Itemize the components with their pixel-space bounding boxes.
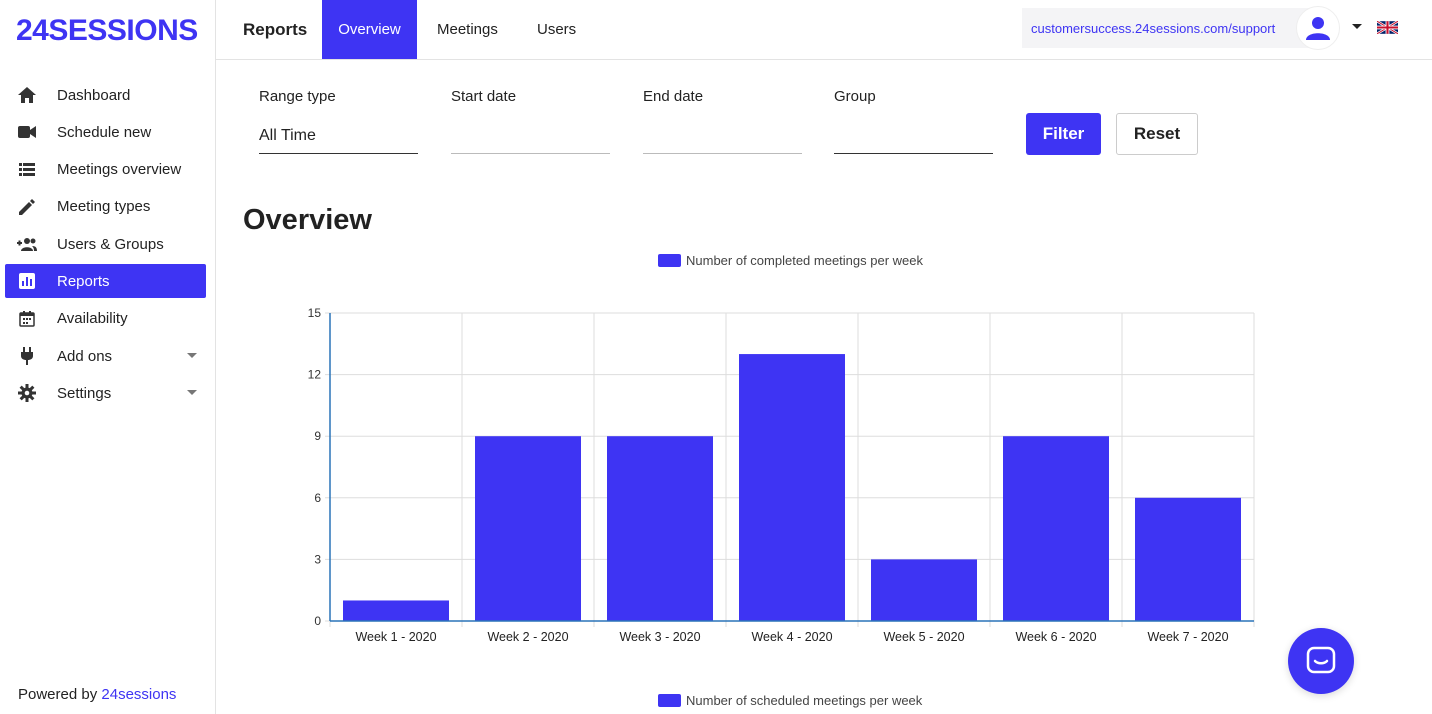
tab-overview[interactable]: Overview <box>322 0 417 59</box>
sidebar-item-label: Users & Groups <box>57 235 164 253</box>
top-bar: Reports Overview Meetings Users customer… <box>216 0 1432 60</box>
sidebar-item-label: Dashboard <box>57 86 131 104</box>
powered-by-prefix: Powered by <box>18 686 98 703</box>
bar-chart-icon <box>17 271 37 291</box>
sidebar-nav: Dashboard Schedule new Meetings overview… <box>5 78 206 414</box>
sidebar: 24SESSIONS Dashboard Schedule new Meetin… <box>0 0 216 714</box>
support-link[interactable]: customersuccess.24sessions.com/support <box>1022 8 1312 48</box>
legend-label: Number of completed meetings per week <box>686 252 924 268</box>
legend-label: Number of scheduled meetings per week <box>686 692 923 708</box>
range-type-label: Range type <box>259 88 336 105</box>
chat-icon <box>1306 646 1336 674</box>
bar <box>739 354 845 621</box>
video-camera-icon <box>17 122 37 142</box>
legend-swatch <box>658 253 681 267</box>
x-tick-label: Week 7 - 2020 <box>1147 630 1228 644</box>
powered-by-link[interactable]: 24sessions <box>101 686 177 703</box>
range-type-select[interactable] <box>259 118 418 154</box>
y-tick-label: 6 <box>314 491 321 505</box>
sidebar-item-label: Settings <box>57 384 112 402</box>
sidebar-item-label: Reports <box>57 272 110 290</box>
sidebar-item-label: Add ons <box>57 347 113 365</box>
chevron-down-icon[interactable] <box>187 353 197 359</box>
sidebar-item-label: Meeting types <box>57 198 151 216</box>
plug-icon <box>17 346 37 366</box>
list-icon <box>17 160 37 180</box>
bar <box>871 559 977 621</box>
x-tick-label: Week 5 - 2020 <box>883 630 964 644</box>
y-tick-label: 0 <box>314 614 321 628</box>
start-date-field[interactable] <box>451 118 610 154</box>
filter-button[interactable]: Filter <box>1026 113 1101 155</box>
add-user-group-icon <box>17 234 37 254</box>
app-logo[interactable]: 24SESSIONS <box>16 14 198 47</box>
group-label: Group <box>834 88 876 105</box>
reset-button[interactable]: Reset <box>1116 113 1198 155</box>
y-tick-label: 9 <box>314 429 321 443</box>
end-date-label: End date <box>643 88 704 105</box>
user-avatar[interactable] <box>1296 6 1340 50</box>
page-title: Overview <box>243 204 372 236</box>
y-tick-label: 15 <box>308 306 322 320</box>
sidebar-item-availability[interactable]: Availability <box>5 302 206 336</box>
user-menu-chevron-icon[interactable] <box>1352 24 1362 29</box>
second-chart-legend[interactable]: Number of scheduled meetings per week <box>658 692 923 708</box>
user-icon <box>1306 17 1330 40</box>
sidebar-item-schedule-new[interactable]: Schedule new <box>5 115 206 149</box>
gear-icon <box>17 383 37 403</box>
chart-legend[interactable]: Number of completed meetings per week <box>658 252 924 268</box>
sidebar-item-settings[interactable]: Settings <box>5 376 206 410</box>
completed-meetings-chart: 0 3 6 9 12 15 Week 1 - 2020 Week 2 - 2020 Week 3… <box>308 306 1255 644</box>
chevron-down-icon[interactable] <box>187 390 197 396</box>
x-tick-label: Week 2 - 2020 <box>487 630 568 644</box>
bar <box>1135 497 1241 621</box>
sidebar-item-meetings-overview[interactable]: Meetings overview <box>5 153 206 187</box>
legend-swatch <box>658 693 681 707</box>
bar <box>475 436 581 621</box>
bar <box>1003 436 1109 621</box>
page-section-title: Reports <box>243 19 308 39</box>
sidebar-item-meeting-types[interactable]: Meeting types <box>5 190 206 224</box>
sidebar-item-dashboard[interactable]: Dashboard <box>5 78 206 112</box>
sidebar-item-label: Meetings overview <box>57 161 182 179</box>
calendar-icon <box>17 309 37 329</box>
x-tick-label: Week 4 - 2020 <box>751 630 832 644</box>
tab-users[interactable]: Users <box>537 21 577 38</box>
pencil-icon <box>17 197 37 217</box>
sidebar-item-add-ons[interactable]: Add ons <box>5 339 206 373</box>
sidebar-item-label: Schedule new <box>57 123 152 141</box>
y-tick-label: 3 <box>314 552 321 566</box>
bar <box>607 436 713 621</box>
bar <box>343 600 449 621</box>
chat-widget-button[interactable] <box>1288 628 1354 694</box>
sidebar-item-reports[interactable]: Reports <box>5 264 206 299</box>
y-tick-label: 12 <box>308 368 322 382</box>
end-date-field[interactable] <box>643 118 802 154</box>
x-tick-label: Week 6 - 2020 <box>1015 630 1096 644</box>
x-tick-label: Week 1 - 2020 <box>355 630 436 644</box>
x-tick-label: Week 3 - 2020 <box>619 630 700 644</box>
start-date-label: Start date <box>451 88 517 105</box>
group-select[interactable] <box>834 118 993 154</box>
sidebar-item-users-groups[interactable]: Users & Groups <box>5 227 206 261</box>
sidebar-item-label: Availability <box>57 310 128 328</box>
home-icon <box>17 85 37 105</box>
uk-flag-icon[interactable] <box>1377 21 1398 34</box>
tab-meetings[interactable]: Meetings <box>437 21 498 38</box>
powered-by: Powered by 24sessions <box>18 686 176 703</box>
